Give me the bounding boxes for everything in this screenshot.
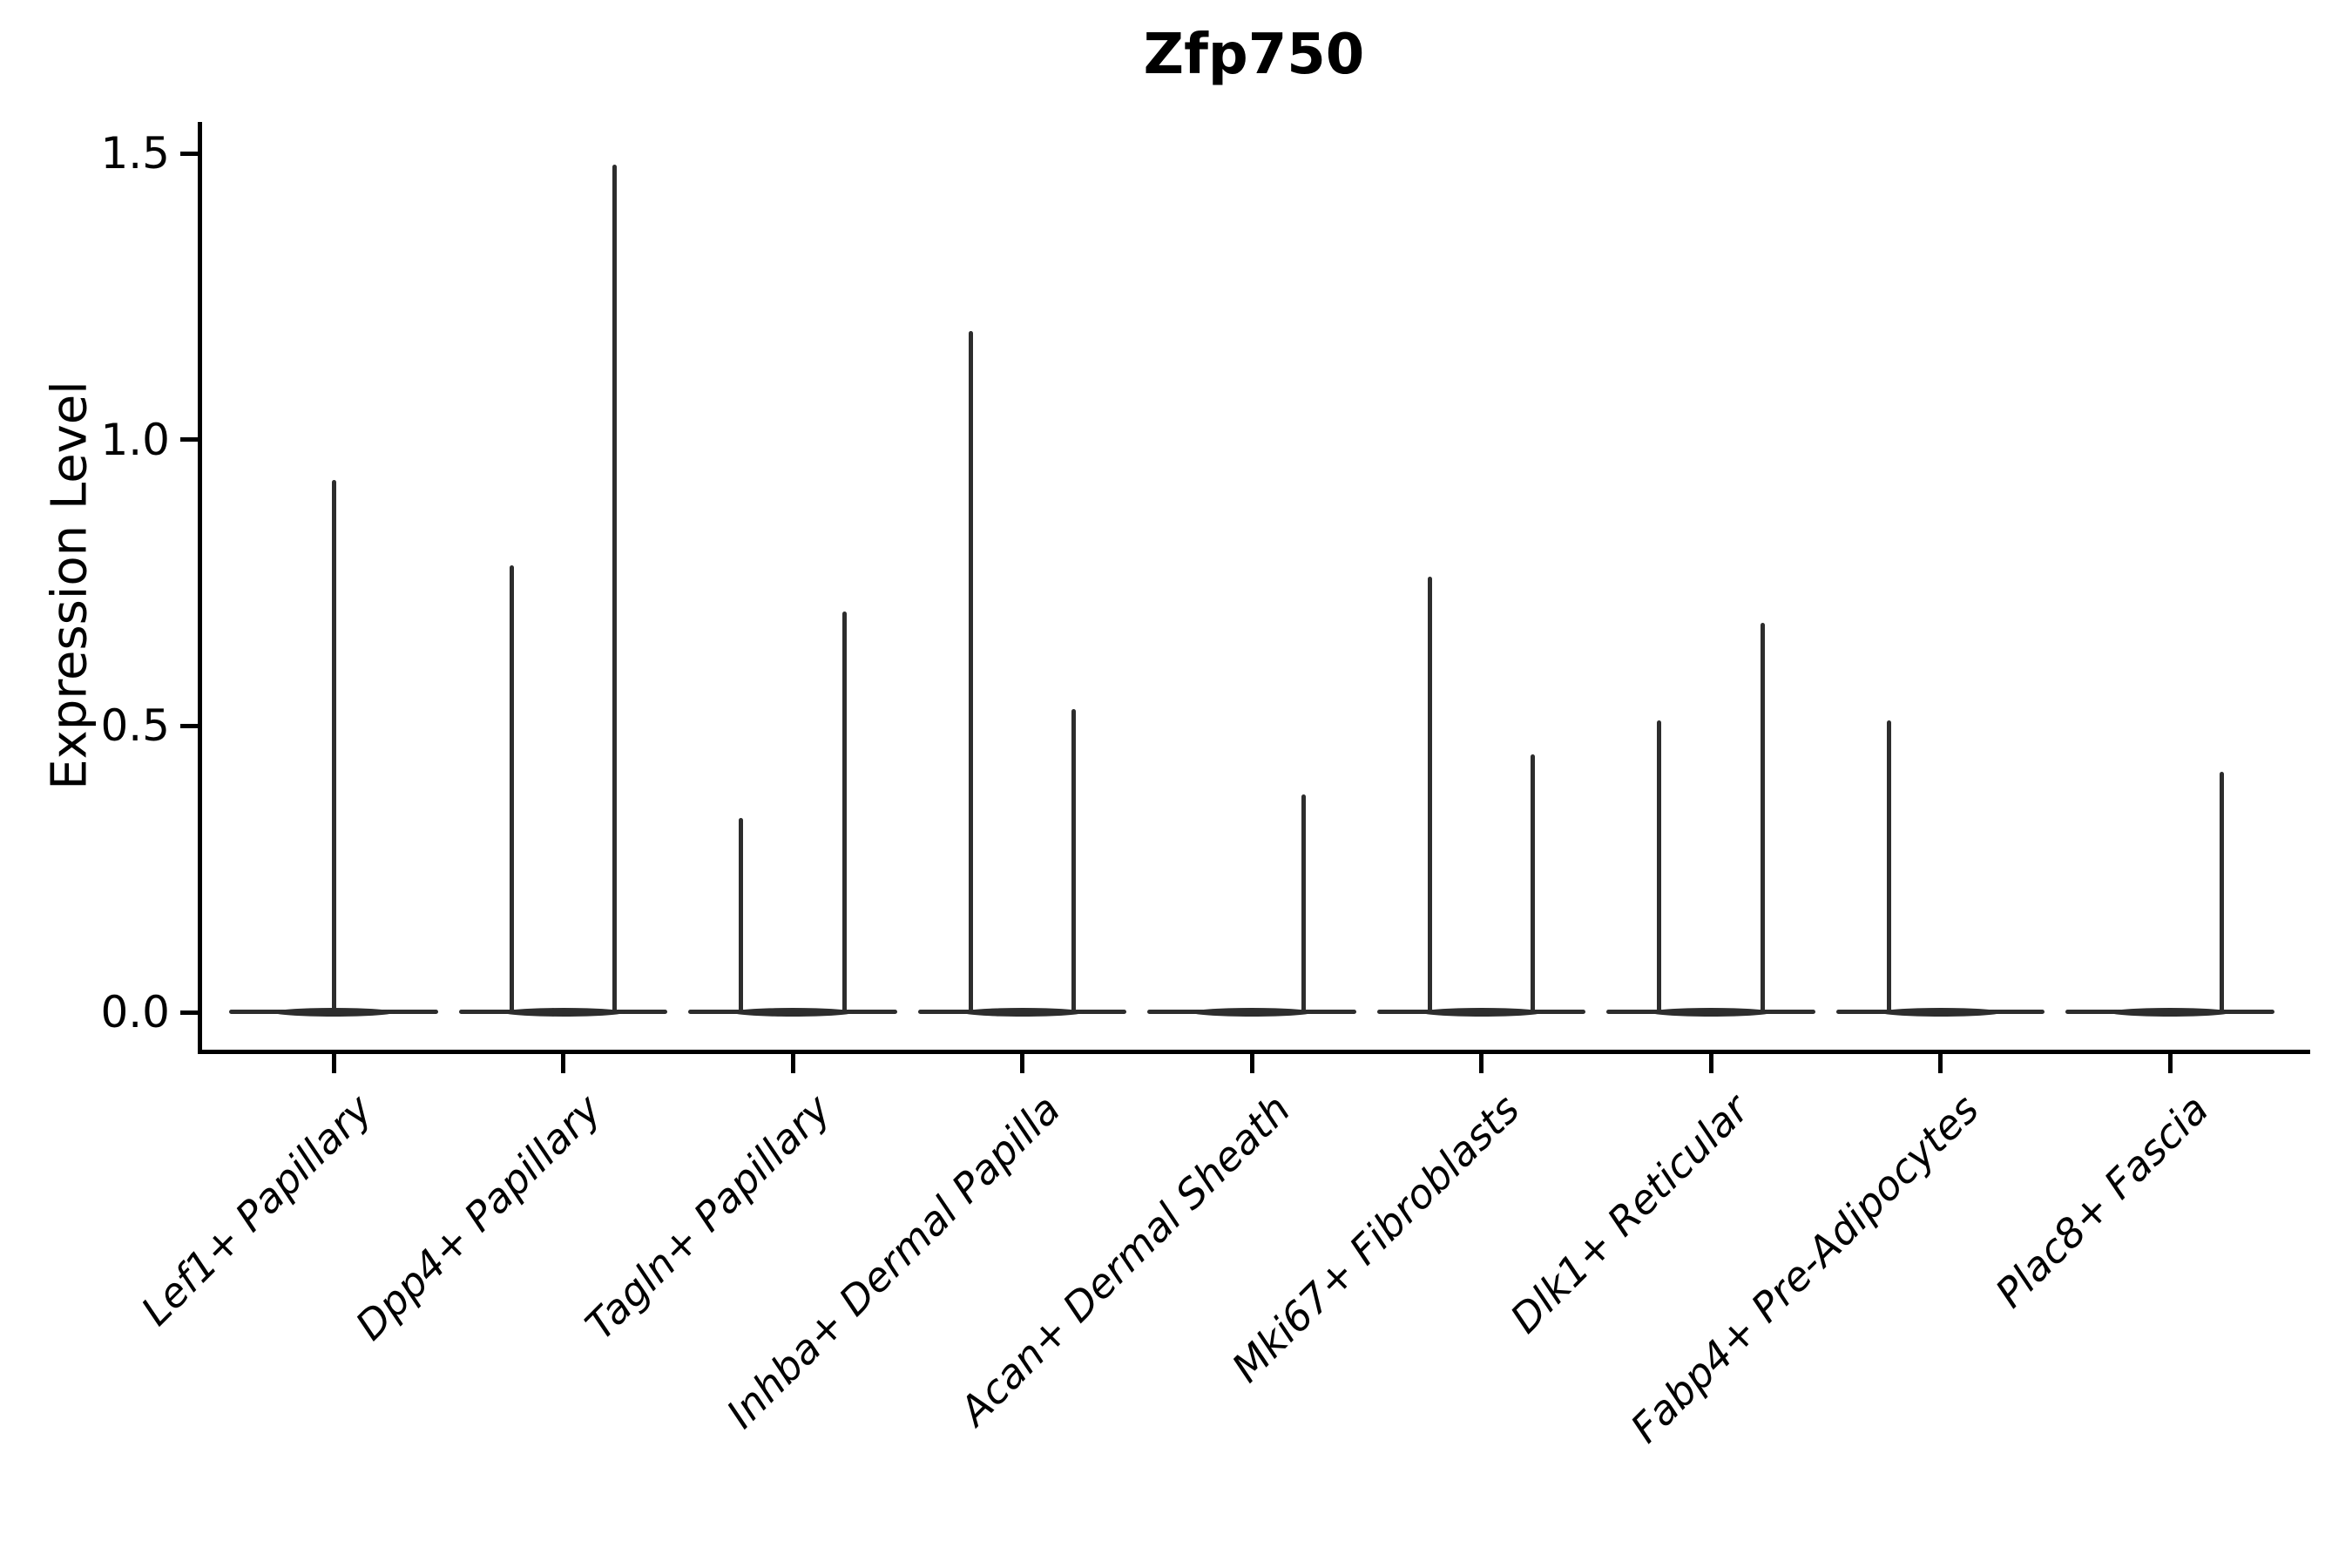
y-tick-mark: [180, 437, 198, 443]
violin-spike: [2219, 771, 2224, 1014]
x-tick-label: Dlk1+ Reticular: [1501, 1085, 1759, 1342]
y-tick-mark: [180, 151, 198, 156]
x-tick-label: Tagln+ Papillary: [576, 1085, 841, 1349]
y-tick-label: 1.0: [100, 414, 170, 465]
x-tick-mark: [561, 1054, 565, 1073]
y-tick-label: 0.0: [100, 987, 170, 1037]
violin-spike: [1301, 794, 1306, 1014]
x-tick-mark: [1020, 1054, 1024, 1073]
x-tick-mark: [331, 1054, 336, 1073]
x-tick-mark: [2167, 1054, 2173, 1073]
y-tick-mark: [180, 723, 198, 728]
violin-bulge: [1650, 1008, 1772, 1017]
x-tick-mark: [1938, 1054, 1943, 1073]
x-axis-spine: [198, 1050, 2310, 1054]
plot-title: Zfp750: [1143, 23, 1365, 87]
violin-spike: [1886, 720, 1891, 1014]
violin-bulge: [1879, 1008, 2002, 1017]
x-tick-label: Dpp4+ Papillary: [347, 1085, 611, 1349]
x-tick-mark: [1708, 1054, 1713, 1073]
violin-spike: [1531, 754, 1536, 1014]
y-tick-label: 0.5: [100, 700, 170, 752]
x-tick-mark: [790, 1054, 795, 1073]
violin-bulge: [1191, 1008, 1313, 1017]
violin-bulge: [502, 1008, 625, 1017]
violin-spike: [968, 330, 973, 1014]
violin-bulge: [961, 1008, 1084, 1017]
y-axis-spine: [198, 122, 202, 1054]
violin-spike: [331, 479, 336, 1014]
violin-spike: [841, 611, 847, 1014]
violin-spike: [612, 165, 618, 1014]
x-tick-label: Plac8+ Fascia: [1985, 1085, 2218, 1317]
violin-spike: [1657, 720, 1662, 1014]
y-tick-label: 1.5: [100, 128, 170, 179]
violin-spike: [509, 565, 514, 1014]
violin-spike: [1760, 623, 1765, 1014]
y-tick-mark: [180, 1010, 198, 1015]
violin-bulge: [1420, 1008, 1543, 1017]
violin-spike: [739, 817, 744, 1014]
x-tick-label: Lef1+ Papillary: [132, 1085, 382, 1335]
violin-spike: [1071, 708, 1077, 1014]
x-tick-mark: [1479, 1054, 1484, 1073]
x-tick-mark: [1249, 1054, 1254, 1073]
violin-bulge: [2109, 1008, 2231, 1017]
violin-bulge: [732, 1008, 854, 1017]
violin-spike: [1427, 577, 1432, 1014]
